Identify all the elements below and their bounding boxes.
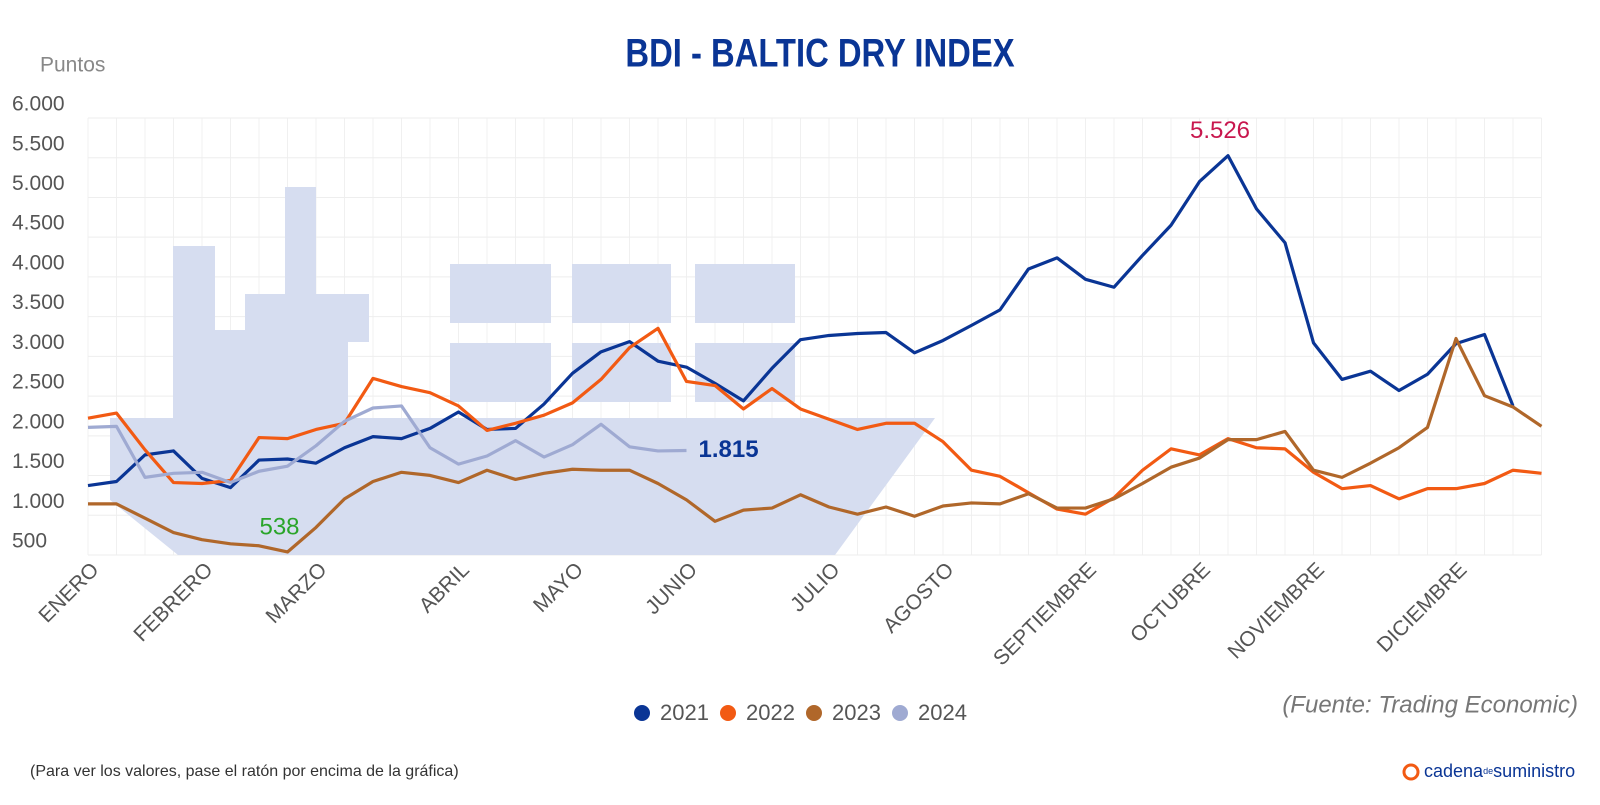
container — [572, 343, 671, 402]
y-tick-label: 5.500 — [12, 132, 65, 155]
y-tick-label: 500 — [12, 530, 47, 553]
chart-title: BDI - BALTIC DRY INDEX — [625, 30, 1015, 75]
ship-bridge — [316, 294, 369, 342]
container — [450, 343, 551, 402]
legend-label: 2022 — [746, 700, 795, 725]
y-tick-label: 1.000 — [12, 490, 65, 513]
value-label: 538 — [259, 513, 299, 540]
ship-mast — [285, 187, 316, 418]
legend-marker — [806, 705, 822, 721]
x-tick-label: ABRIL — [415, 558, 474, 617]
value-label: 5.526 — [1190, 117, 1250, 144]
y-tick-label: 1.500 — [12, 450, 65, 473]
container — [572, 264, 671, 323]
y-tick-label: 6.000 — [12, 93, 65, 116]
y-tick-label: 2.000 — [12, 410, 65, 433]
ship-deck — [316, 342, 348, 418]
x-tick-label: AGOSTO — [879, 558, 959, 638]
logo-main: cadena — [1424, 761, 1484, 781]
legend-marker — [892, 705, 908, 721]
ship-deck — [215, 330, 245, 418]
x-tick-label: NOVIEMBRE — [1224, 558, 1329, 663]
x-tick-label: JULIO — [786, 558, 844, 616]
series-line — [87, 326, 1542, 516]
x-tick-label: FEBRERO — [129, 558, 217, 646]
x-tick-label: SEPTIEMBRE — [989, 558, 1101, 670]
ship-hull — [110, 418, 935, 555]
source: (Fuente: Trading Economic) — [1282, 691, 1578, 718]
x-tick-label: MARZO — [262, 558, 332, 628]
legend-label: 2021 — [660, 700, 709, 725]
legend-marker — [720, 705, 736, 721]
logo-icon — [1402, 763, 1420, 781]
x-tick-label: MAYO — [529, 558, 588, 617]
legend-label: 2024 — [918, 700, 967, 725]
legend-label: 2023 — [832, 700, 881, 725]
note: (Para ver los valores, pase el ratón por… — [30, 763, 459, 780]
series-line — [87, 404, 687, 485]
ship-chimney — [173, 246, 215, 418]
x-tick-label: DICIEMBRE — [1373, 558, 1472, 657]
y-tick-label: 3.000 — [12, 331, 65, 354]
y-tick-label: 3.500 — [12, 291, 65, 314]
logo: cadenadesuministro — [1402, 761, 1575, 781]
x-tick-label: JUNIO — [641, 558, 702, 619]
logo-text: cadenadesuministro — [1424, 761, 1575, 781]
container — [695, 264, 795, 323]
value-label: 1.815 — [699, 436, 759, 463]
logo-end: suministro — [1493, 761, 1575, 781]
y-tick-label: 4.000 — [12, 251, 65, 274]
container — [450, 264, 551, 323]
series-line — [87, 154, 1515, 490]
series-line — [88, 336, 1543, 554]
y-tick-label: 2.500 — [12, 371, 65, 394]
legend-marker — [634, 705, 650, 721]
x-tick-label: ENERO — [34, 558, 103, 627]
ship-illustration — [110, 187, 935, 555]
y-axis-label: Puntos — [40, 54, 105, 77]
y-tick-label: 4.500 — [12, 212, 65, 235]
logo-small: de — [1483, 766, 1493, 776]
y-tick-label: 5.000 — [12, 172, 65, 195]
x-tick-label: OCTUBRE — [1126, 558, 1215, 647]
ship-deck — [245, 294, 285, 418]
